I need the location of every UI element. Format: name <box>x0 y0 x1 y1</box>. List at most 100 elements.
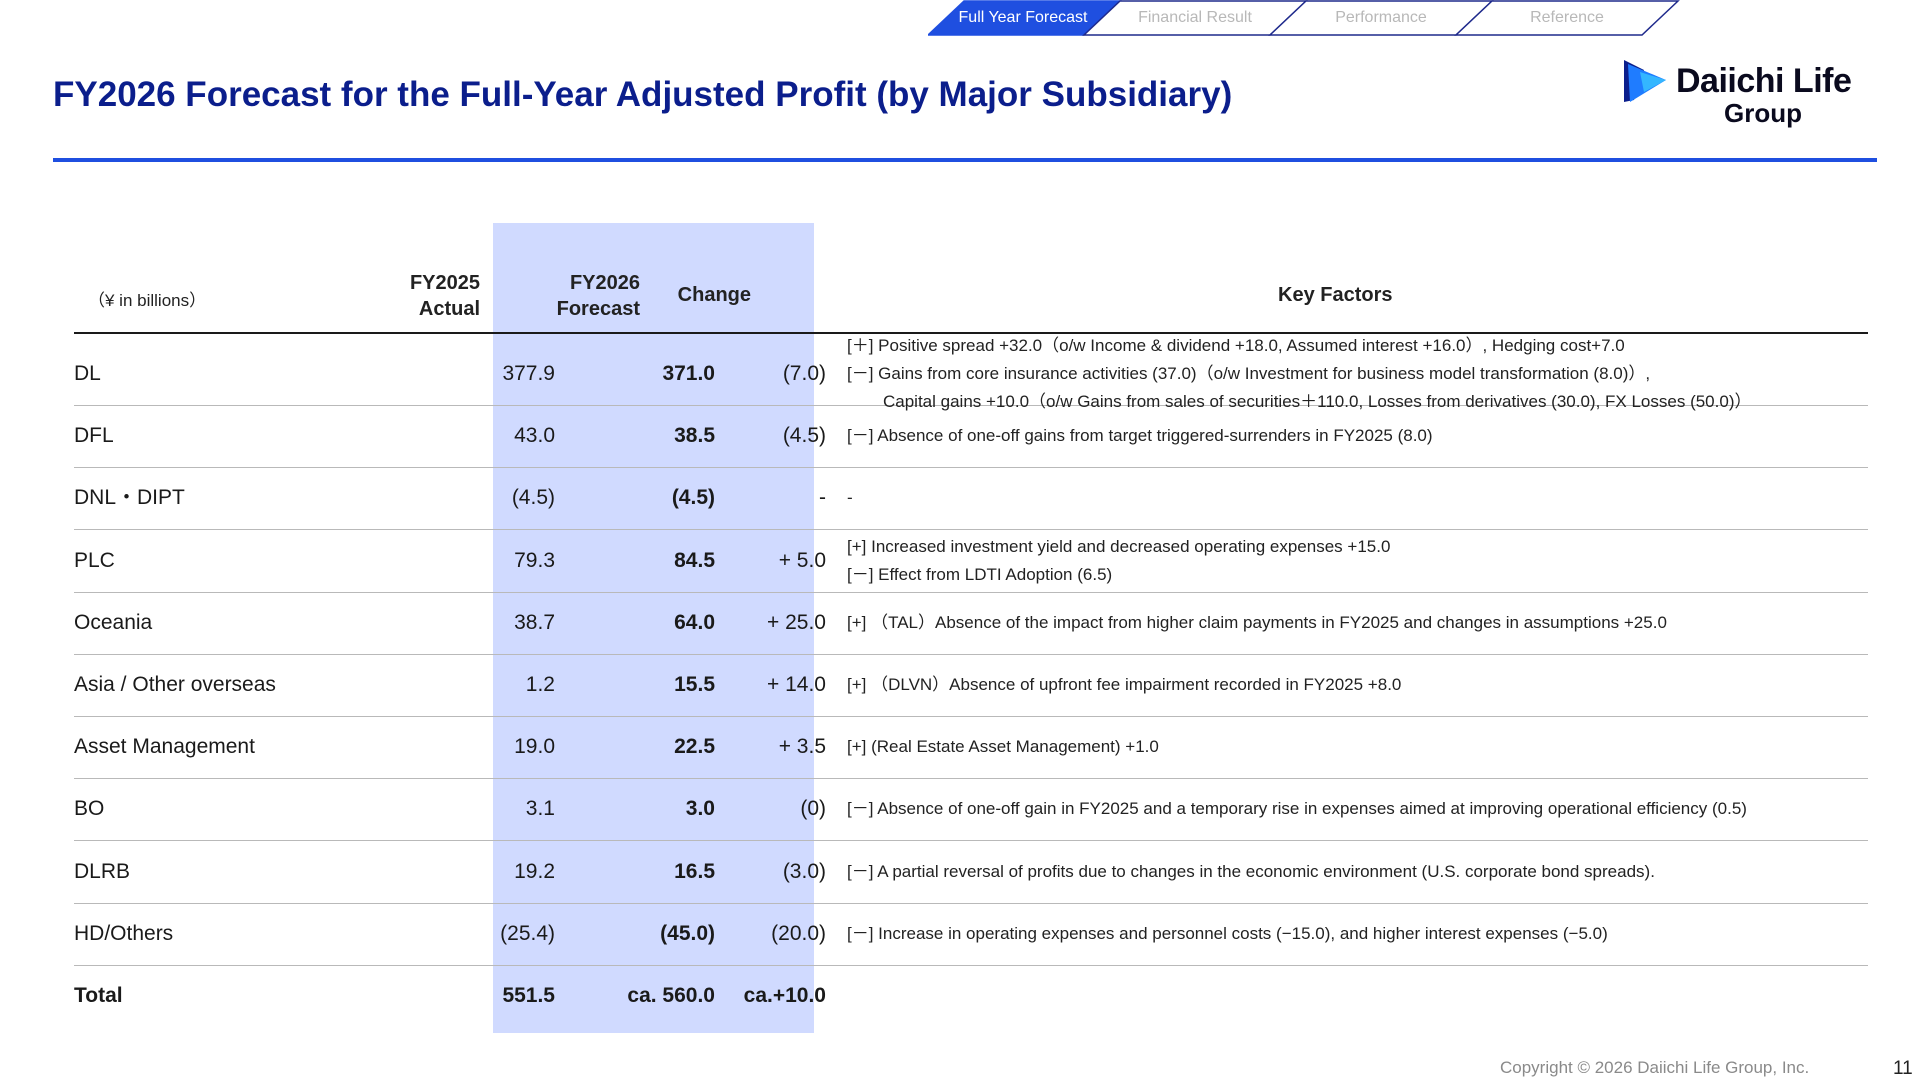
key-factor-line: [+] （DLVN）Absence of upfront fee impairm… <box>847 675 1402 694</box>
row-name: BO <box>74 797 105 821</box>
table-row: DLRB 19.2 16.5 (3.0) [－] A partial reversal … <box>74 841 1868 904</box>
row-fy2025-actual: (4.5) <box>511 486 555 510</box>
tab-full-year-forecast[interactable]: Full Year Forecast <box>958 9 1088 26</box>
row-fy2026-forecast: 15.5 <box>674 673 715 696</box>
table-row: Asset Management 19.0 22.5 + 3.5 [+] (Real E… <box>74 716 1868 780</box>
row-fy2026-forecast: 84.5 <box>674 548 715 572</box>
row-name: Asia / Other overseas <box>74 673 276 696</box>
row-name: Total <box>74 984 123 1007</box>
key-factor-line: [－] Effect from LDTI Adoption (6.5) <box>847 564 1113 584</box>
tab-shapes <box>928 0 1680 36</box>
section-tabs: Full Year Forecast Financial Result Perf… <box>928 0 1718 36</box>
key-factor-line: [－] Absence of one-off gains from target… <box>847 426 1433 446</box>
tab-financial-result[interactable]: Financial Result <box>1138 9 1252 26</box>
header-change: Change <box>677 284 751 306</box>
row-fy2025-actual: 38.7 <box>514 610 555 634</box>
table-row: DNL・DIPT (4.5) (4.5) - - <box>74 467 1868 531</box>
key-factor-line: [+] Increased investment yield and decre… <box>847 536 1391 556</box>
row-key-factors: [－] A partial reversal of profits due to… <box>847 841 1655 903</box>
row-change: + 3.5 <box>778 735 826 759</box>
row-change: + 5.0 <box>778 548 826 572</box>
row-name: HD/Others <box>74 921 174 945</box>
key-factor-line: [－] Absence of one-off gain in FY2025 an… <box>847 799 1747 819</box>
table-row: Total 551.5 ca. 560.0 ca.+10.0 <box>74 965 1868 1027</box>
row-fy2025-actual: 1.2 <box>525 673 555 696</box>
logo-mark-icon <box>1624 60 1666 102</box>
row-change: (7.0) <box>782 362 826 385</box>
key-factor-line: [＋] Positive spread +32.0（o/w Income & d… <box>847 336 1625 355</box>
key-factor-line: Capital gains +10.0（o/w Gains from sales… <box>883 392 1752 411</box>
row-change: + 25.0 <box>767 610 826 634</box>
table-row: Oceania 38.7 64.0 + 25.0 [+] （TAL）Absence of… <box>74 592 1868 655</box>
row-fy2026-forecast: 64.0 <box>674 610 715 634</box>
row-fy2025-actual: 79.3 <box>514 548 555 572</box>
page-title: FY2026 Forecast for the Full-Year Adjust… <box>53 75 1233 114</box>
page-number: 11 <box>1893 1058 1913 1079</box>
row-fy2026-forecast: 3.0 <box>685 797 715 821</box>
row-fy2025-actual: 3.1 <box>525 797 555 821</box>
table-row: DFL 43.0 38.5 (4.5) [－] Absence of one-off g… <box>74 405 1868 469</box>
table-row: BO 3.1 3.0 (0) [－] Absence of one-off gain i… <box>74 778 1868 842</box>
row-fy2026-forecast: ca. 560.0 <box>627 984 715 1007</box>
row-fy2026-forecast: 371.0 <box>662 362 715 385</box>
header-fy2025: FY2025 Actual <box>410 270 480 322</box>
tab-performance[interactable]: Performance <box>1335 9 1427 26</box>
row-fy2025-actual: (25.4) <box>500 921 555 945</box>
row-fy2026-forecast: (4.5) <box>671 486 715 510</box>
row-name: DL <box>74 362 101 385</box>
row-change: (4.5) <box>782 424 826 448</box>
row-fy2026-forecast: 22.5 <box>674 735 715 759</box>
row-fy2026-forecast: (45.0) <box>660 921 715 945</box>
key-factor-line: - <box>847 488 853 508</box>
key-factor-line: [－] Gains from core insurance activities… <box>847 364 1651 383</box>
row-key-factors: [+] （DLVN）Absence of upfront fee impairm… <box>847 654 1401 716</box>
row-key-factors: [+] （TAL）Absence of the impact from high… <box>847 592 1667 654</box>
copyright: Copyright © 2026 Daiichi Life Group, Inc… <box>1500 1058 1810 1077</box>
row-change: ca.+10.0 <box>743 984 826 1007</box>
header-divider <box>74 332 1868 334</box>
header-key-factors: Key Factors <box>1278 284 1393 306</box>
row-key-factors: [+] Increased investment yield and decre… <box>847 530 1390 592</box>
row-name: DLRB <box>74 859 131 883</box>
row-fy2026-forecast: 38.5 <box>674 424 715 448</box>
table-row: PLC 79.3 84.5 + 5.0 [+] Increased investment… <box>74 530 1868 593</box>
header-fy2026-line1: FY2026 <box>569 272 640 294</box>
row-change: (20.0) <box>771 921 826 945</box>
logo-name: Daiichi Life <box>1676 62 1852 100</box>
header-fy2025-line1: FY2025 <box>409 272 480 294</box>
unit-label: （¥ in billions） <box>88 291 207 310</box>
row-fy2025-actual: 43.0 <box>514 424 555 448</box>
row-fy2026-forecast: 16.5 <box>674 859 715 883</box>
row-key-factors: [＋] Positive spread +32.0（o/w Income & d… <box>847 336 1751 411</box>
row-name: DFL <box>74 424 114 448</box>
row-fy2025-actual: 551.5 <box>502 984 555 1007</box>
header-fy2026-line2: Forecast <box>556 298 640 320</box>
header-fy2025-line2: Actual <box>418 298 480 320</box>
row-key-factors: [－] Increase in operating expenses and p… <box>847 903 1608 965</box>
logo-sub: Group <box>1724 98 1802 128</box>
key-factor-line: [+] (Real Estate Asset Management) +1.0 <box>847 737 1159 757</box>
row-fy2025-actual: 19.2 <box>514 859 555 883</box>
row-name: PLC <box>74 548 115 572</box>
row-name: DNL・DIPT <box>74 486 185 510</box>
row-change: + 14.0 <box>767 673 826 696</box>
row-key-factors: [－] Absence of one-off gain in FY2025 an… <box>847 778 1747 840</box>
row-name: Oceania <box>74 610 153 634</box>
table-row: DL 377.9 371.0 (7.0) [＋] Positive spread +32… <box>74 336 1868 411</box>
forecast-highlight-column <box>493 223 814 1033</box>
row-name: Asset Management <box>74 735 255 759</box>
row-key-factors: [－] Absence of one-off gains from target… <box>847 405 1433 467</box>
row-fy2025-actual: 377.9 <box>502 362 555 385</box>
key-factor-line: [+] （TAL）Absence of the impact from high… <box>847 612 1667 632</box>
row-change: (0) <box>800 797 826 821</box>
row-key-factors: [+] (Real Estate Asset Management) +1.0 <box>847 716 1159 778</box>
header-fy2026: FY2026 Forecast <box>557 270 640 322</box>
row-fy2025-actual: 19.0 <box>514 735 555 759</box>
table-row: Asia / Other overseas 1.2 15.5 + 14.0 [+] （D… <box>74 654 1868 717</box>
title-divider <box>53 158 1877 162</box>
row-change: (3.0) <box>782 859 826 883</box>
row-change: - <box>819 486 826 510</box>
tab-reference[interactable]: Reference <box>1530 9 1604 26</box>
row-key-factors: - <box>847 467 853 529</box>
key-factor-line: [－] A partial reversal of profits due to… <box>847 861 1655 881</box>
